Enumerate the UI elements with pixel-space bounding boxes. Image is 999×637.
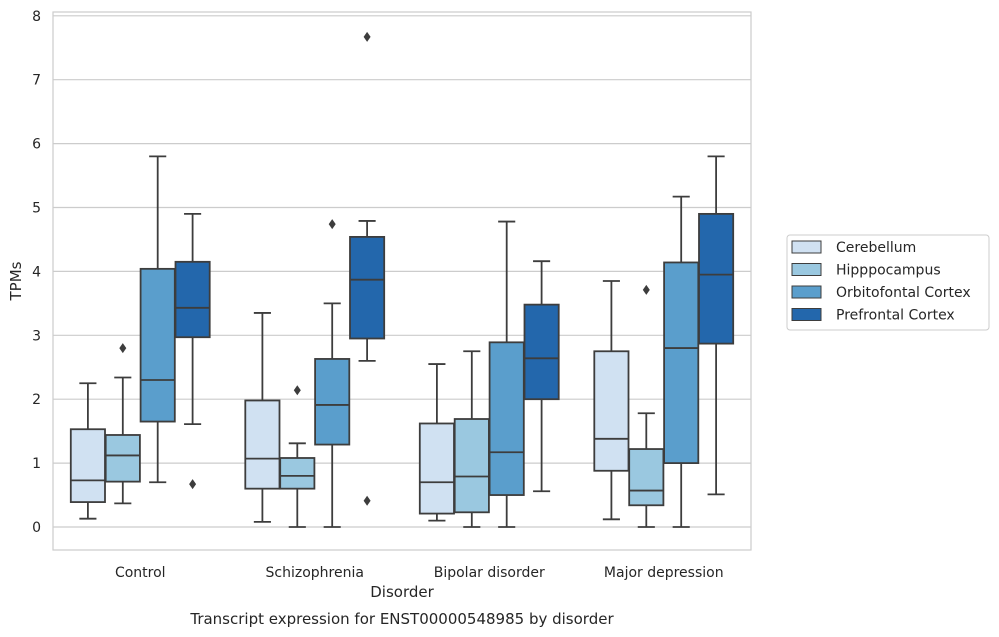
outlier-point xyxy=(642,284,650,295)
legend-label: Orbitofontal Cortex xyxy=(836,285,971,301)
x-tick-label: Major depression xyxy=(604,565,724,581)
box-iqr xyxy=(418,422,455,515)
box-iqr xyxy=(453,418,490,514)
y-tick-labels: 0 1 2 3 4 5 6 7 8 xyxy=(32,9,41,536)
legend-swatch xyxy=(791,263,822,276)
y-tick-label: 8 xyxy=(32,9,41,25)
box-orbitofontal-cortex xyxy=(314,219,351,528)
legend-frame xyxy=(786,234,990,331)
box-prefrontal-cortex xyxy=(698,155,735,496)
outlier-point xyxy=(363,31,371,42)
box-group xyxy=(69,31,735,528)
box-orbitofontal-cortex xyxy=(139,155,176,484)
legend-label: Prefrontal Cortex xyxy=(836,308,955,324)
y-tick-label: 1 xyxy=(32,456,41,472)
legend-swatch xyxy=(791,308,822,321)
box-prefrontal-cortex xyxy=(349,31,386,506)
x-tick-label: Schizophrenia xyxy=(266,565,364,581)
outlier-point xyxy=(293,385,301,396)
box-iqr xyxy=(488,341,525,496)
outlier-point xyxy=(328,219,336,230)
plot-frame xyxy=(52,11,752,551)
box-hipppocampus xyxy=(628,284,665,528)
y-tick-label: 0 xyxy=(32,520,41,536)
legend-swatch xyxy=(791,240,822,254)
box-cerebellum xyxy=(244,312,281,523)
box-iqr xyxy=(244,399,281,490)
box-hipppocampus xyxy=(279,385,316,528)
box-iqr xyxy=(314,358,351,446)
box-prefrontal-cortex xyxy=(174,212,211,490)
y-tick-label: 6 xyxy=(32,137,41,153)
outlier-point xyxy=(189,479,197,490)
box-iqr xyxy=(593,350,630,472)
legend: Cerebellum Hipppocampus Orbitofontal Corte… xyxy=(786,234,990,331)
legend-label: Cerebellum xyxy=(836,240,916,256)
box-iqr xyxy=(349,235,386,340)
box-iqr xyxy=(69,428,106,503)
y-tick-label: 3 xyxy=(32,328,41,344)
box-cerebellum xyxy=(418,363,455,522)
legend-label: Hipppocampus xyxy=(836,263,941,279)
box-orbitofontal-cortex xyxy=(663,195,700,528)
box-iqr xyxy=(174,260,211,339)
outlier-point xyxy=(363,495,371,506)
box-orbitofontal-cortex xyxy=(488,220,525,528)
box-iqr xyxy=(279,457,316,490)
box-iqr xyxy=(104,434,141,483)
x-axis-label: Disorder xyxy=(370,583,434,601)
x-tick-label: Control xyxy=(115,565,166,581)
y-tick-label: 2 xyxy=(32,392,41,408)
x-tick-labels: Control Schizophrenia Bipolar disorder Majo… xyxy=(115,565,724,581)
y-axis-label: TPMs xyxy=(7,261,25,301)
box-iqr xyxy=(523,303,560,401)
y-tick-label: 7 xyxy=(32,73,41,89)
box-iqr xyxy=(663,261,700,465)
box-hipppocampus xyxy=(453,350,490,528)
y-tick-label: 5 xyxy=(32,201,41,217)
legend-swatch xyxy=(791,285,822,299)
box-cerebellum xyxy=(69,382,106,520)
box-prefrontal-cortex xyxy=(523,260,560,493)
chart-caption: Transcript expression for ENST0000054898… xyxy=(189,610,614,628)
box-iqr xyxy=(698,212,735,345)
x-tick-label: Bipolar disorder xyxy=(434,565,545,581)
box-hipppocampus xyxy=(104,343,141,505)
y-tick-label: 4 xyxy=(32,264,41,280)
box-iqr xyxy=(628,448,665,507)
box-iqr xyxy=(139,267,176,423)
box-cerebellum xyxy=(593,280,630,521)
outlier-point xyxy=(119,343,127,354)
